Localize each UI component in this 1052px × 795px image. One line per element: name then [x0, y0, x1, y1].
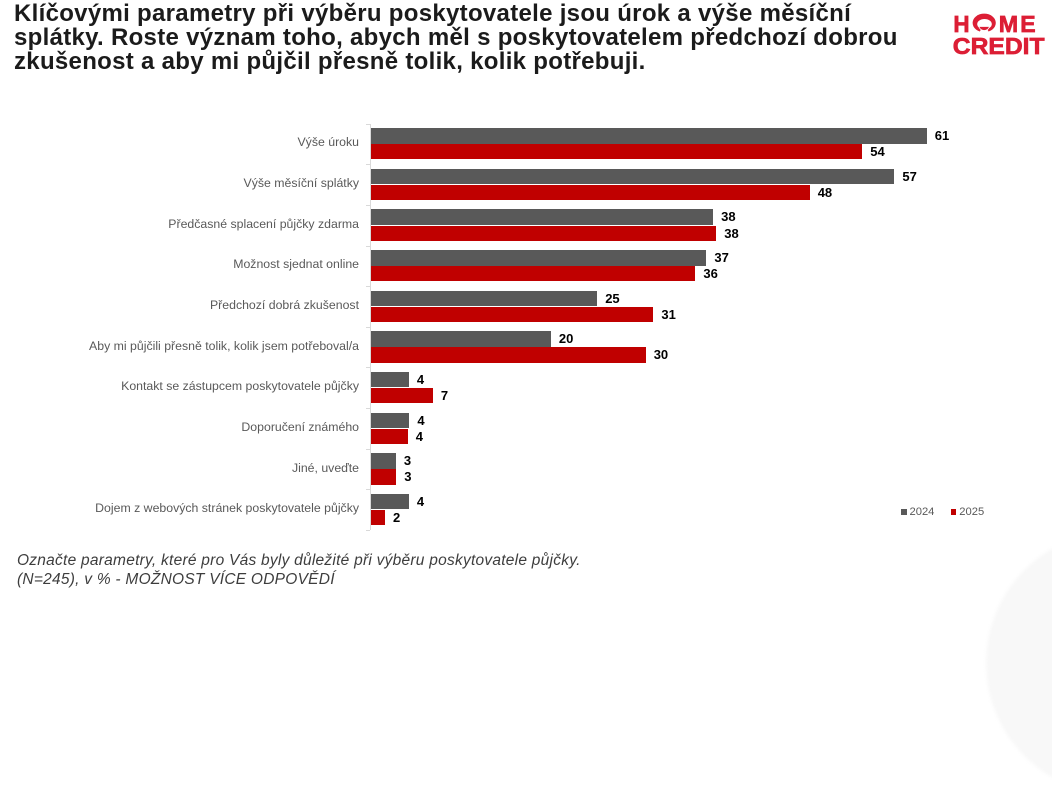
svg-text:E: E: [1020, 11, 1035, 37]
svg-text:CREDIT: CREDIT: [953, 33, 1045, 59]
svg-text:M: M: [999, 11, 1018, 37]
svg-text:H: H: [953, 11, 969, 37]
